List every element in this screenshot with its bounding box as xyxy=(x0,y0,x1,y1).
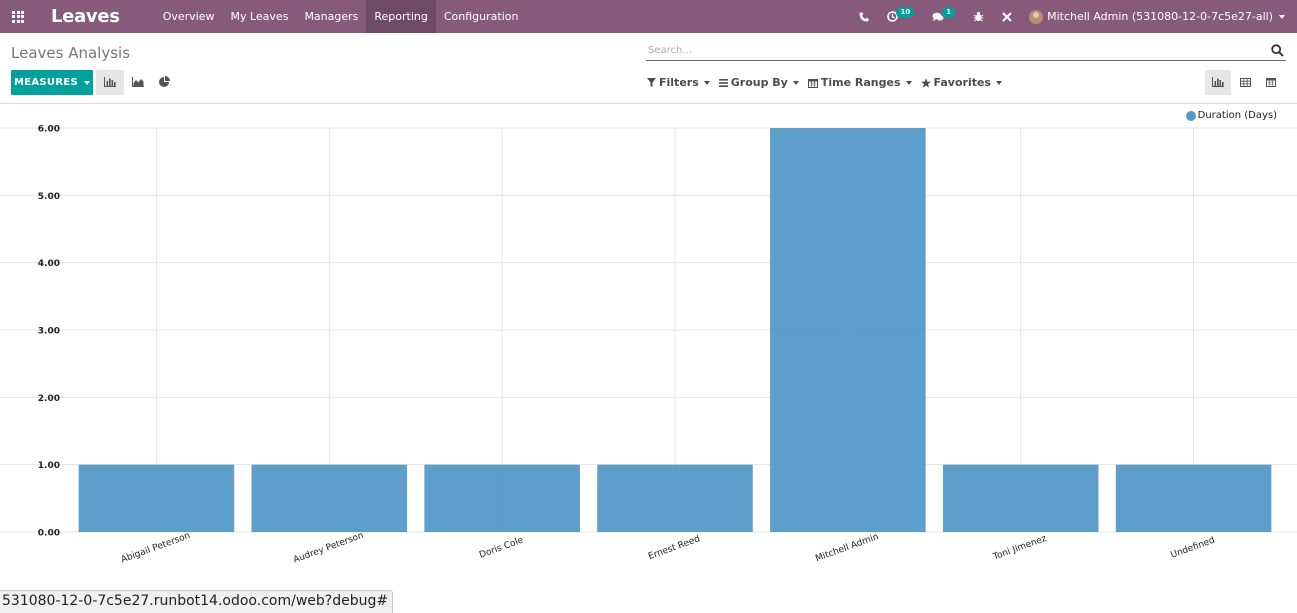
area-chart-icon xyxy=(132,76,144,90)
line-chart-button[interactable] xyxy=(124,70,152,95)
search-bar xyxy=(646,40,1286,61)
favorites-label: Favorites xyxy=(933,76,991,89)
messages-badge: 1 xyxy=(942,7,956,18)
pie-chart-button[interactable] xyxy=(150,70,178,95)
graph-view-button[interactable] xyxy=(1205,70,1231,95)
y-tick-label: 6.00 xyxy=(38,125,60,135)
group-by-label: Group By xyxy=(730,76,788,89)
legend-swatch xyxy=(1185,110,1196,121)
bar[interactable] xyxy=(942,464,1099,532)
group-by-dropdown[interactable]: Group By xyxy=(718,76,799,89)
measures-label: MEASURES xyxy=(14,77,78,88)
search-icon[interactable] xyxy=(1271,44,1284,60)
y-tick-label: 3.00 xyxy=(38,327,60,337)
pie-chart-icon xyxy=(158,75,170,90)
user-menu[interactable]: Mitchell Admin (531080-12-0-7c5e27-all) xyxy=(1021,9,1297,24)
chevron-down-icon xyxy=(1279,14,1285,19)
search-input[interactable] xyxy=(646,40,1256,60)
control-panel-divider xyxy=(0,103,1297,104)
search-options: Filters Group By Time Ranges Favorites xyxy=(647,70,1011,95)
time-ranges-label: Time Ranges xyxy=(820,76,901,89)
legend-label: Duration (Days) xyxy=(1197,110,1277,121)
close-icon[interactable] xyxy=(993,0,1021,33)
apps-menu-icon[interactable] xyxy=(1,0,35,33)
menu-my-leaves[interactable]: My Leaves xyxy=(230,10,289,23)
x-tick-label: Ernest Reed xyxy=(647,534,701,562)
star-icon xyxy=(920,77,931,88)
menu-managers[interactable]: Managers xyxy=(304,10,359,23)
filters-dropdown[interactable]: Filters xyxy=(647,76,710,89)
activity-badge: 10 xyxy=(896,7,915,18)
y-tick-label: 0.00 xyxy=(38,529,60,539)
x-tick-label: Undefined xyxy=(1169,536,1216,561)
x-tick-label: Audrey Peterson xyxy=(292,531,365,566)
filters-label: Filters xyxy=(659,76,699,89)
chevron-down-icon xyxy=(905,80,912,85)
calendar-icon xyxy=(1266,76,1276,90)
filter-icon xyxy=(647,78,656,87)
bar[interactable] xyxy=(1115,464,1272,532)
table-icon xyxy=(1239,76,1251,90)
status-url: 531080-12-0-7c5e27.runbot14.odoo.com/web… xyxy=(0,590,394,613)
time-ranges-dropdown[interactable]: Time Ranges xyxy=(807,76,912,89)
bar[interactable] xyxy=(597,464,753,532)
calendar-view-button[interactable] xyxy=(1258,70,1284,95)
chevron-down-icon xyxy=(83,80,90,85)
bar[interactable] xyxy=(770,128,926,532)
y-tick-label: 2.00 xyxy=(38,394,60,404)
menu-reporting[interactable]: Reporting xyxy=(366,0,436,33)
y-tick-label: 1.00 xyxy=(38,461,60,471)
bar-chart-button[interactable] xyxy=(96,70,124,95)
menu-overview[interactable]: Overview xyxy=(162,10,215,23)
bug-icon[interactable] xyxy=(964,0,993,33)
app-brand[interactable]: Leaves xyxy=(51,6,120,27)
top-navbar: Leaves Overview My Leaves Managers Repor… xyxy=(0,0,1297,33)
measures-button[interactable]: MEASURES xyxy=(11,70,93,95)
bars-icon xyxy=(718,78,728,87)
pivot-view-button[interactable] xyxy=(1232,70,1258,95)
bar[interactable] xyxy=(424,464,580,532)
avatar xyxy=(1029,9,1044,24)
bar-chart-icon xyxy=(1212,76,1224,90)
x-tick-label: Abigail Peterson xyxy=(120,531,192,565)
y-tick-label: 4.00 xyxy=(38,259,60,269)
user-name: Mitchell Admin (531080-12-0-7c5e27-all) xyxy=(1047,10,1273,23)
messages-icon[interactable]: 1 xyxy=(923,0,964,33)
x-tick-label: Mitchell Admin xyxy=(814,532,880,564)
phone-icon[interactable] xyxy=(850,0,878,33)
activity-clock-icon[interactable]: 10 xyxy=(878,0,923,33)
y-tick-label: 5.00 xyxy=(38,192,60,202)
chevron-down-icon xyxy=(792,80,799,85)
favorites-dropdown[interactable]: Favorites xyxy=(920,76,1002,89)
calendar-icon xyxy=(807,78,818,88)
page-title: Leaves Analysis xyxy=(11,44,131,62)
chevron-down-icon xyxy=(703,80,710,85)
bar-chart: 0.00 1.00 2.00 3.00 4.00 5.00 6.00 Abigail Pete… xyxy=(0,125,1297,566)
bar[interactable] xyxy=(78,464,235,532)
bar-chart-icon xyxy=(104,76,116,90)
bar[interactable] xyxy=(251,464,408,532)
x-tick-label: Doris Cole xyxy=(478,535,525,560)
x-tick-label: Toni Jimenez xyxy=(991,534,1048,563)
menu-configuration[interactable]: Configuration xyxy=(443,10,519,23)
chevron-down-icon xyxy=(995,80,1002,85)
chart-legend[interactable]: Duration (Days) xyxy=(1185,110,1277,121)
